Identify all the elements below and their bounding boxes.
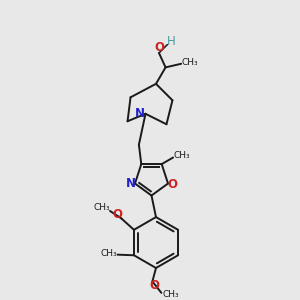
Text: O: O <box>167 178 177 191</box>
Text: O: O <box>149 279 159 292</box>
Text: N: N <box>135 107 145 120</box>
Text: O: O <box>113 208 123 221</box>
Text: CH₃: CH₃ <box>182 58 198 67</box>
Text: O: O <box>154 41 164 54</box>
Text: CH₃: CH₃ <box>162 290 179 299</box>
Text: N: N <box>126 177 136 190</box>
Text: H: H <box>167 35 175 48</box>
Text: CH₃: CH₃ <box>94 203 110 212</box>
Text: CH₃: CH₃ <box>101 249 117 258</box>
Text: CH₃: CH₃ <box>173 151 190 160</box>
